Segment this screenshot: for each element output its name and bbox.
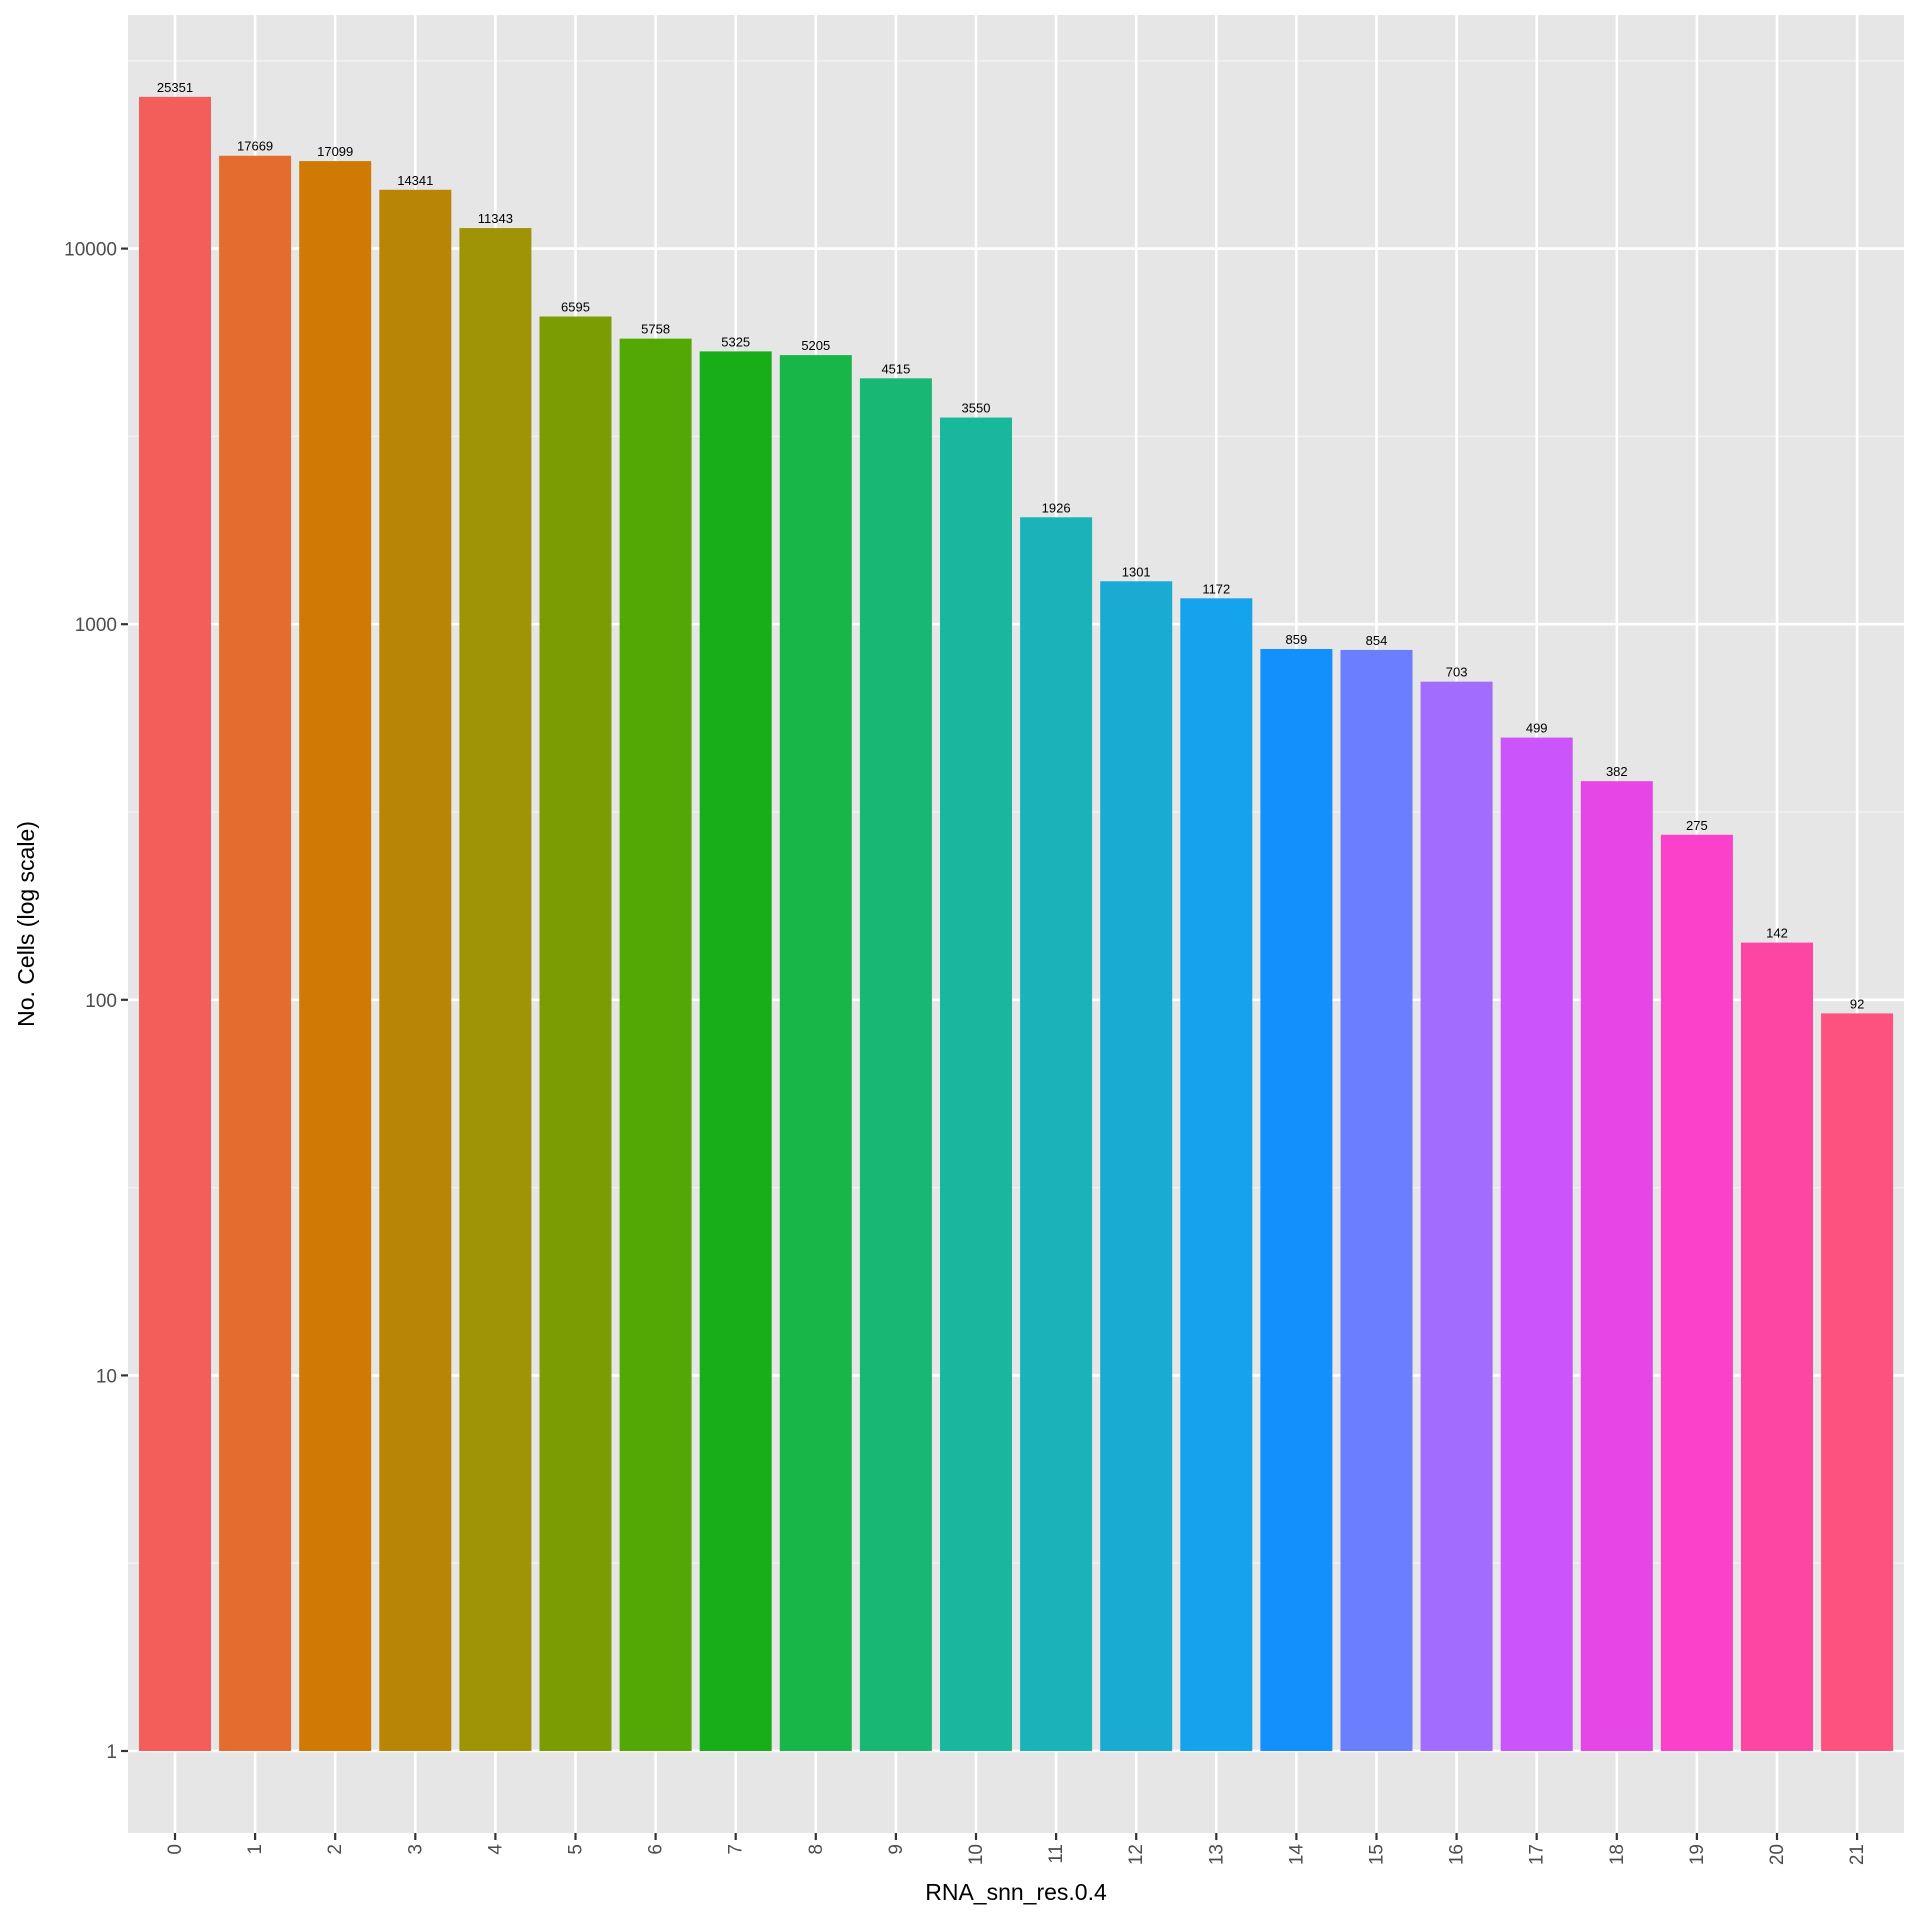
bar-cluster-15 xyxy=(1340,649,1413,1752)
data-label: 703 xyxy=(1446,665,1468,680)
bar-cluster-7 xyxy=(699,351,772,1752)
data-labels: 25351 17669 17099 14341 11343 6595 5758 5325 520… xyxy=(157,80,1864,1012)
bar-cluster-4 xyxy=(459,228,532,1751)
data-label: 4515 xyxy=(881,361,910,376)
bar-cluster-12 xyxy=(1100,581,1173,1751)
data-label: 854 xyxy=(1366,633,1388,648)
data-label: 1926 xyxy=(1042,500,1071,515)
data-label: 17669 xyxy=(237,139,273,154)
data-label: 3550 xyxy=(962,401,991,416)
x-tick-label: 14 xyxy=(1286,1844,1307,1866)
bar-cluster-18 xyxy=(1580,781,1653,1751)
x-tick-label: 18 xyxy=(1607,1844,1628,1865)
data-label: 1172 xyxy=(1202,581,1230,596)
bar-cluster-2 xyxy=(299,161,372,1752)
data-label: 859 xyxy=(1286,632,1308,647)
data-label: 499 xyxy=(1526,721,1548,736)
bar-cluster-3 xyxy=(379,189,452,1751)
bar-cluster-17 xyxy=(1500,737,1573,1751)
data-label: 25351 xyxy=(157,80,193,95)
bar-cluster-21 xyxy=(1821,1013,1894,1751)
data-label: 6595 xyxy=(561,300,590,315)
data-label: 5205 xyxy=(801,338,830,353)
x-tick-label: 21 xyxy=(1847,1844,1868,1865)
x-tick-label: 10 xyxy=(966,1844,987,1865)
x-tick-label: 19 xyxy=(1687,1844,1708,1865)
x-tick-label: 11 xyxy=(1046,1844,1067,1864)
x-tick-label: 15 xyxy=(1367,1844,1388,1865)
bar-cluster-19 xyxy=(1660,834,1733,1751)
x-tick-label: 12 xyxy=(1126,1844,1147,1865)
bars xyxy=(139,96,1894,1752)
data-label: 1301 xyxy=(1122,564,1151,579)
x-tick-label: 2 xyxy=(325,1844,346,1855)
x-tick-label: 8 xyxy=(806,1844,827,1855)
data-label: 5325 xyxy=(721,334,750,349)
y-tick-label: 1 xyxy=(106,1742,117,1763)
bar-cluster-20 xyxy=(1741,942,1813,1751)
x-tick-label: 20 xyxy=(1767,1844,1788,1865)
bar-cluster-1 xyxy=(219,155,292,1751)
y-tick-label: 1000 xyxy=(75,615,117,636)
data-label: 142 xyxy=(1766,926,1788,941)
x-tick-label: 17 xyxy=(1527,1844,1548,1865)
bar-cluster-16 xyxy=(1420,681,1493,1751)
y-axis-title: No. Cells (log scale) xyxy=(13,821,39,1027)
data-label: 92 xyxy=(1850,996,1864,1011)
x-tick-label: 3 xyxy=(405,1844,426,1855)
bar-cluster-11 xyxy=(1020,517,1093,1751)
data-label: 17099 xyxy=(317,144,353,159)
bar-cluster-8 xyxy=(779,355,852,1752)
x-tick-label: 9 xyxy=(886,1844,907,1855)
bar-cluster-10 xyxy=(940,417,1012,1752)
x-axis: 0 1 2 3 4 5 6 7 8 9 10 11 12 13 14 15 16 17 18 19 20 21 xyxy=(165,1833,1868,1865)
bar-cluster-6 xyxy=(619,338,692,1751)
y-tick-label: 10000 xyxy=(64,240,117,261)
bar-cluster-0 xyxy=(139,96,211,1751)
bar-cluster-9 xyxy=(859,378,932,1751)
x-tick-label: 1 xyxy=(245,1844,266,1855)
y-tick-label: 10 xyxy=(96,1366,117,1387)
x-tick-label: 7 xyxy=(726,1844,747,1855)
data-label: 382 xyxy=(1606,764,1628,779)
x-tick-label: 5 xyxy=(566,1844,587,1855)
data-label: 11343 xyxy=(478,211,513,226)
y-tick-label: 100 xyxy=(85,991,117,1012)
x-axis-title: RNA_snn_res.0.4 xyxy=(925,1879,1107,1905)
data-label: 14341 xyxy=(397,173,433,188)
y-axis: 1 10 100 1000 10000 xyxy=(64,240,128,1763)
x-tick-label: 4 xyxy=(485,1844,506,1855)
bar-cluster-5 xyxy=(539,316,612,1751)
x-tick-label: 13 xyxy=(1206,1844,1227,1865)
data-label: 5758 xyxy=(641,322,670,337)
x-tick-label: 16 xyxy=(1447,1844,1468,1865)
x-tick-label: 0 xyxy=(165,1844,186,1855)
x-tick-label: 6 xyxy=(646,1844,667,1855)
bar-cluster-13 xyxy=(1180,598,1253,1751)
bar-cluster-14 xyxy=(1260,648,1333,1751)
data-label: 275 xyxy=(1686,818,1708,833)
